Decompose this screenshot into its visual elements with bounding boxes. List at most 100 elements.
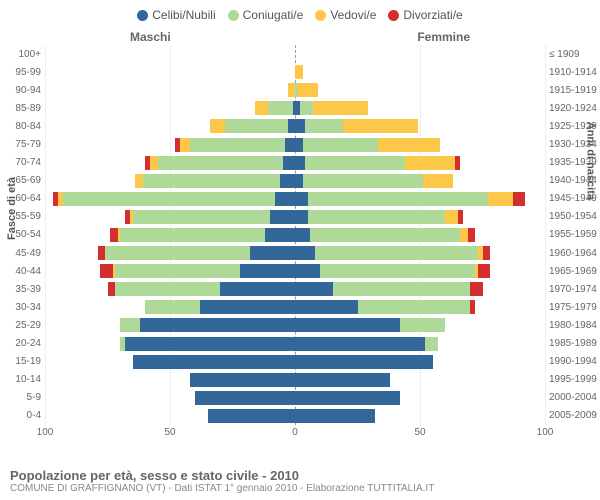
bar-segment: [268, 101, 293, 115]
bar-segment: [295, 264, 320, 278]
bar-segment: [295, 300, 358, 314]
bar-segment: [190, 138, 285, 152]
bar-segment: [458, 210, 463, 224]
age-label: 55-59: [5, 211, 41, 222]
bar-segment: [295, 119, 305, 133]
bar-segment: [120, 318, 140, 332]
bar-segment: [303, 138, 378, 152]
birth-label: 1945-1949: [549, 193, 600, 204]
label-male: Maschi: [130, 30, 171, 44]
bar-segment: [308, 210, 446, 224]
bar-segment: [240, 264, 295, 278]
bar-segment: [333, 282, 471, 296]
bar-segment: [150, 156, 158, 170]
age-row: 25-291980-1984: [45, 316, 545, 334]
bar-segment: [265, 228, 295, 242]
birth-label: 1960-1964: [549, 248, 600, 259]
legend-item: Vedovi/e: [315, 8, 376, 22]
bar-segment: [295, 373, 390, 387]
age-label: 65-69: [5, 175, 41, 186]
age-label: 0-4: [5, 410, 41, 421]
bar-segment: [445, 210, 458, 224]
bar-segment: [513, 192, 526, 206]
age-label: 60-64: [5, 193, 41, 204]
bar-segment: [285, 138, 295, 152]
birth-label: 1925-1929: [549, 121, 600, 132]
bar-segment: [310, 228, 460, 242]
bar-segment: [295, 138, 303, 152]
age-row: 0-42005-2009: [45, 407, 545, 425]
x-tick: 50: [164, 427, 175, 438]
bar-segment: [470, 282, 483, 296]
bar-segment: [470, 300, 475, 314]
bar-segment: [343, 119, 418, 133]
chart-title: Popolazione per età, sesso e stato civil…: [10, 468, 590, 483]
age-row: 40-441965-1969: [45, 262, 545, 280]
age-label: 85-89: [5, 103, 41, 114]
x-tick: 50: [414, 427, 425, 438]
bar-segment: [143, 174, 281, 188]
age-label: 70-74: [5, 157, 41, 168]
bar-segment: [288, 83, 296, 97]
bar-segment: [63, 192, 276, 206]
bar-segment: [305, 119, 343, 133]
birth-label: 1970-1974: [549, 284, 600, 295]
x-tick: 100: [37, 427, 54, 438]
legend-item: Divorziati/e: [388, 8, 462, 22]
bar-segment: [195, 391, 295, 405]
bar-segment: [295, 65, 303, 79]
age-row: 70-741935-1939: [45, 154, 545, 172]
bar-segment: [295, 246, 315, 260]
age-row: 85-891920-1924: [45, 99, 545, 117]
bar-segment: [283, 156, 296, 170]
bar-segment: [98, 246, 106, 260]
bar-segment: [115, 264, 240, 278]
bar-segment: [210, 119, 225, 133]
legend-label: Divorziati/e: [403, 8, 462, 22]
age-row: 65-691940-1944: [45, 172, 545, 190]
birth-label: 1990-1994: [549, 356, 600, 367]
bar-segment: [208, 409, 296, 423]
bar-segment: [270, 210, 295, 224]
age-row: 100+≤ 1909: [45, 45, 545, 63]
birth-label: 1910-1914: [549, 67, 600, 78]
age-label: 20-24: [5, 338, 41, 349]
birth-label: 1920-1924: [549, 103, 600, 114]
bar-segment: [133, 355, 296, 369]
age-row: 50-541955-1959: [45, 226, 545, 244]
bar-segment: [280, 174, 295, 188]
bar-segment: [295, 355, 433, 369]
age-label: 45-49: [5, 248, 41, 259]
bar-segment: [405, 156, 455, 170]
bar-segment: [100, 264, 113, 278]
birth-label: 1980-1984: [549, 320, 600, 331]
bar-segment: [275, 192, 295, 206]
bar-segment: [455, 156, 460, 170]
birth-label: 2005-2009: [549, 410, 600, 421]
bar-segment: [133, 210, 271, 224]
birth-label: 1995-1999: [549, 374, 600, 385]
legend: Celibi/NubiliConiugati/eVedovi/eDivorzia…: [0, 0, 600, 22]
bar-segment: [295, 337, 425, 351]
legend-item: Celibi/Nubili: [137, 8, 215, 22]
birth-label: 2000-2004: [549, 392, 600, 403]
age-label: 25-29: [5, 320, 41, 331]
bar-segment: [488, 192, 513, 206]
age-label: 15-19: [5, 356, 41, 367]
birth-label: 1940-1944: [549, 175, 600, 186]
bar-segment: [305, 156, 405, 170]
age-label: 40-44: [5, 266, 41, 277]
bar-segment: [378, 138, 441, 152]
legend-swatch: [315, 10, 326, 21]
birth-label: 1935-1939: [549, 157, 600, 168]
x-tick: 0: [292, 427, 298, 438]
bar-segment: [295, 282, 333, 296]
bars: 100+≤ 190995-991910-191490-941915-191985…: [45, 45, 545, 425]
bar-segment: [115, 282, 220, 296]
bar-segment: [468, 228, 476, 242]
pyramid-chart: Celibi/NubiliConiugati/eVedovi/eDivorzia…: [0, 0, 600, 500]
bar-segment: [295, 409, 375, 423]
bar-segment: [295, 156, 305, 170]
bar-segment: [295, 391, 400, 405]
bar-segment: [225, 119, 288, 133]
